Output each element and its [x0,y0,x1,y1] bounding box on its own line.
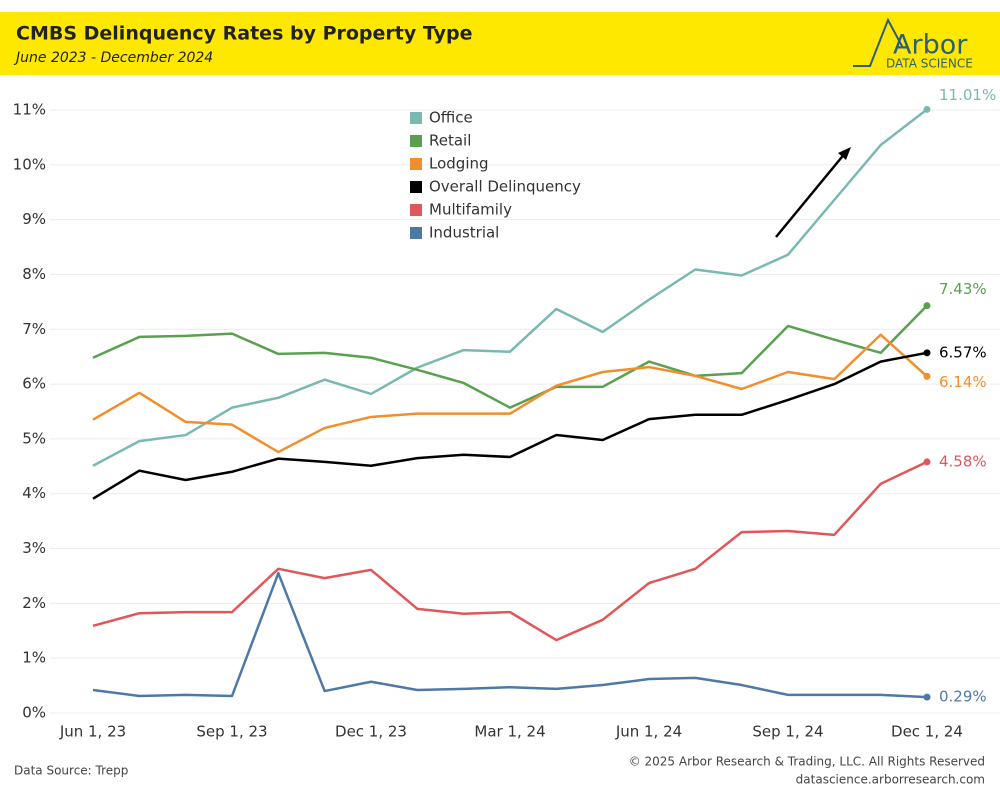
y-tick-label: 1% [22,649,46,667]
value-label: 4.58% [939,452,987,470]
series-line [92,333,928,454]
legend-label: Overall Delinquency [429,178,581,196]
legend-swatch [410,158,422,170]
legend-label: Multifamily [429,201,512,219]
end-point [923,372,931,380]
series-line [92,460,928,642]
end-point [923,302,931,310]
x-tick-label: Sep 1, 24 [752,723,823,741]
x-tick-label: Jun 1, 23 [59,723,126,741]
value-label: 6.14% [939,373,987,391]
y-tick-label: 0% [22,704,46,722]
chart-title: CMBS Delinquency Rates by Property Type [16,23,472,45]
legend-swatch [410,181,422,193]
end-point [923,105,931,113]
value-label: 11.01% [939,86,996,104]
x-tick-label: Dec 1, 24 [891,723,963,741]
end-point [923,458,931,466]
header-bar [0,12,1000,75]
chart-subtitle: June 2023 - December 2024 [13,50,213,66]
site-url: datascience.arborresearch.com [796,773,985,787]
y-tick-label: 4% [22,484,46,502]
series-line [92,571,928,699]
end-point [923,693,931,701]
legend-label: Industrial [429,224,499,242]
series-line [92,304,928,409]
y-tick-label: 9% [22,210,46,228]
x-tick-label: Sep 1, 23 [196,723,267,741]
y-tick-label: 6% [22,375,46,393]
y-tick-label: 10% [13,155,46,173]
copyright: © 2025 Arbor Research & Trading, LLC. Al… [629,755,985,769]
y-tick-label: 5% [22,429,46,447]
y-tick-label: 2% [22,594,46,612]
logo-text: Arbor [893,30,968,61]
legend-label: Office [429,109,473,127]
x-tick-label: Dec 1, 23 [335,723,407,741]
y-tick-label: 8% [22,265,46,283]
legend-swatch [410,135,422,147]
value-label: 0.29% [939,688,987,706]
series-line [92,351,928,500]
plot-area: 0% 1% 2% 3% 4% 5% 6% 7% 8% 9% 10% 11% Jun 1, 23 Sep 1… [13,86,1000,741]
legend-label: Retail [429,132,471,150]
trend-arrow [775,151,847,238]
y-tick-label: 11% [13,100,46,118]
arrow-head [838,147,851,160]
x-tick-label: Jun 1, 24 [615,723,682,741]
value-label: 7.43% [939,280,987,298]
logo-subtext: DATA SCIENCE [886,57,973,71]
logo-mark [853,17,904,67]
legend-swatch [410,204,422,216]
legend-label: Lodging [429,155,489,173]
x-tick-label: Mar 1, 24 [474,723,545,741]
source-note: Data Source: Trepp [14,764,128,778]
end-point [923,349,931,357]
y-tick-label: 7% [22,320,46,338]
y-tick-label: 3% [22,539,46,557]
legend-swatch [410,112,422,124]
series-line [92,108,928,467]
value-label: 6.57% [939,343,987,361]
legend-swatch [410,227,422,239]
